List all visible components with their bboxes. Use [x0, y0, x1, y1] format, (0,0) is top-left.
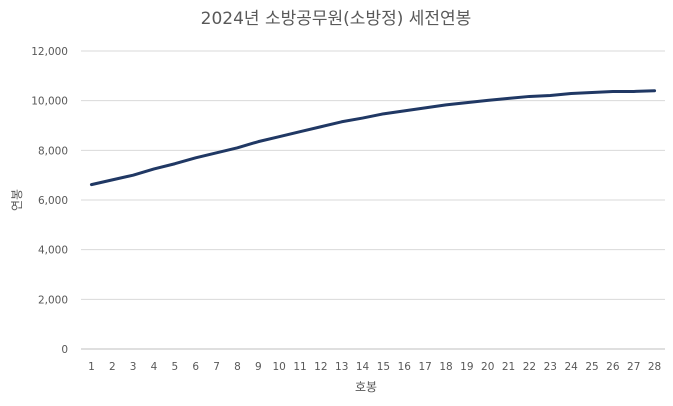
- series-line: [89, 89, 657, 187]
- x-tick-label: 7: [213, 361, 220, 373]
- x-tick-label: 26: [606, 361, 620, 373]
- x-tick-label: 12: [314, 361, 327, 373]
- x-tick-label: 2: [109, 361, 116, 373]
- x-tick-label: 5: [172, 361, 179, 373]
- y-tick-label: 6,000: [38, 195, 68, 207]
- y-axis-label: 연봉: [10, 189, 24, 211]
- x-axis-label: 호봉: [355, 380, 377, 394]
- x-tick-label: 18: [439, 361, 452, 373]
- x-tick-label: 25: [585, 361, 598, 373]
- x-tick-label: 17: [418, 361, 431, 373]
- x-tick-label: 10: [272, 361, 285, 373]
- chart-title: 2024년 소방공무원(소방정) 세전연봉: [201, 9, 472, 29]
- x-tick-label: 28: [648, 361, 661, 373]
- y-tick-label: 12,000: [31, 46, 68, 58]
- x-tick-label: 4: [151, 361, 158, 373]
- x-tick-label: 8: [234, 361, 241, 373]
- x-tick-label: 16: [398, 361, 412, 373]
- x-tick-label: 22: [523, 361, 536, 373]
- x-tick-label: 27: [627, 361, 640, 373]
- y-tick-label: 2,000: [38, 294, 68, 306]
- y-tick-label: 10,000: [31, 96, 68, 108]
- x-tick-label: 6: [192, 361, 199, 373]
- x-tick-label: 13: [335, 361, 348, 373]
- x-tick-label: 3: [130, 361, 137, 373]
- y-tick-label: 4,000: [38, 245, 68, 257]
- x-tick-label: 19: [460, 361, 473, 373]
- x-tick-label: 14: [356, 361, 370, 373]
- x-tick-label: 21: [502, 361, 515, 373]
- y-tick-label: 0: [61, 344, 68, 356]
- x-tick-label: 1: [88, 361, 95, 373]
- x-tick-label: 15: [377, 361, 390, 373]
- y-tick-label: 8,000: [38, 145, 68, 157]
- x-tick-label: 24: [564, 361, 578, 373]
- x-tick-label: 9: [255, 361, 262, 373]
- x-tick-label: 11: [293, 361, 306, 373]
- x-tick-label: 23: [544, 361, 557, 373]
- x-tick-label: 20: [481, 361, 494, 373]
